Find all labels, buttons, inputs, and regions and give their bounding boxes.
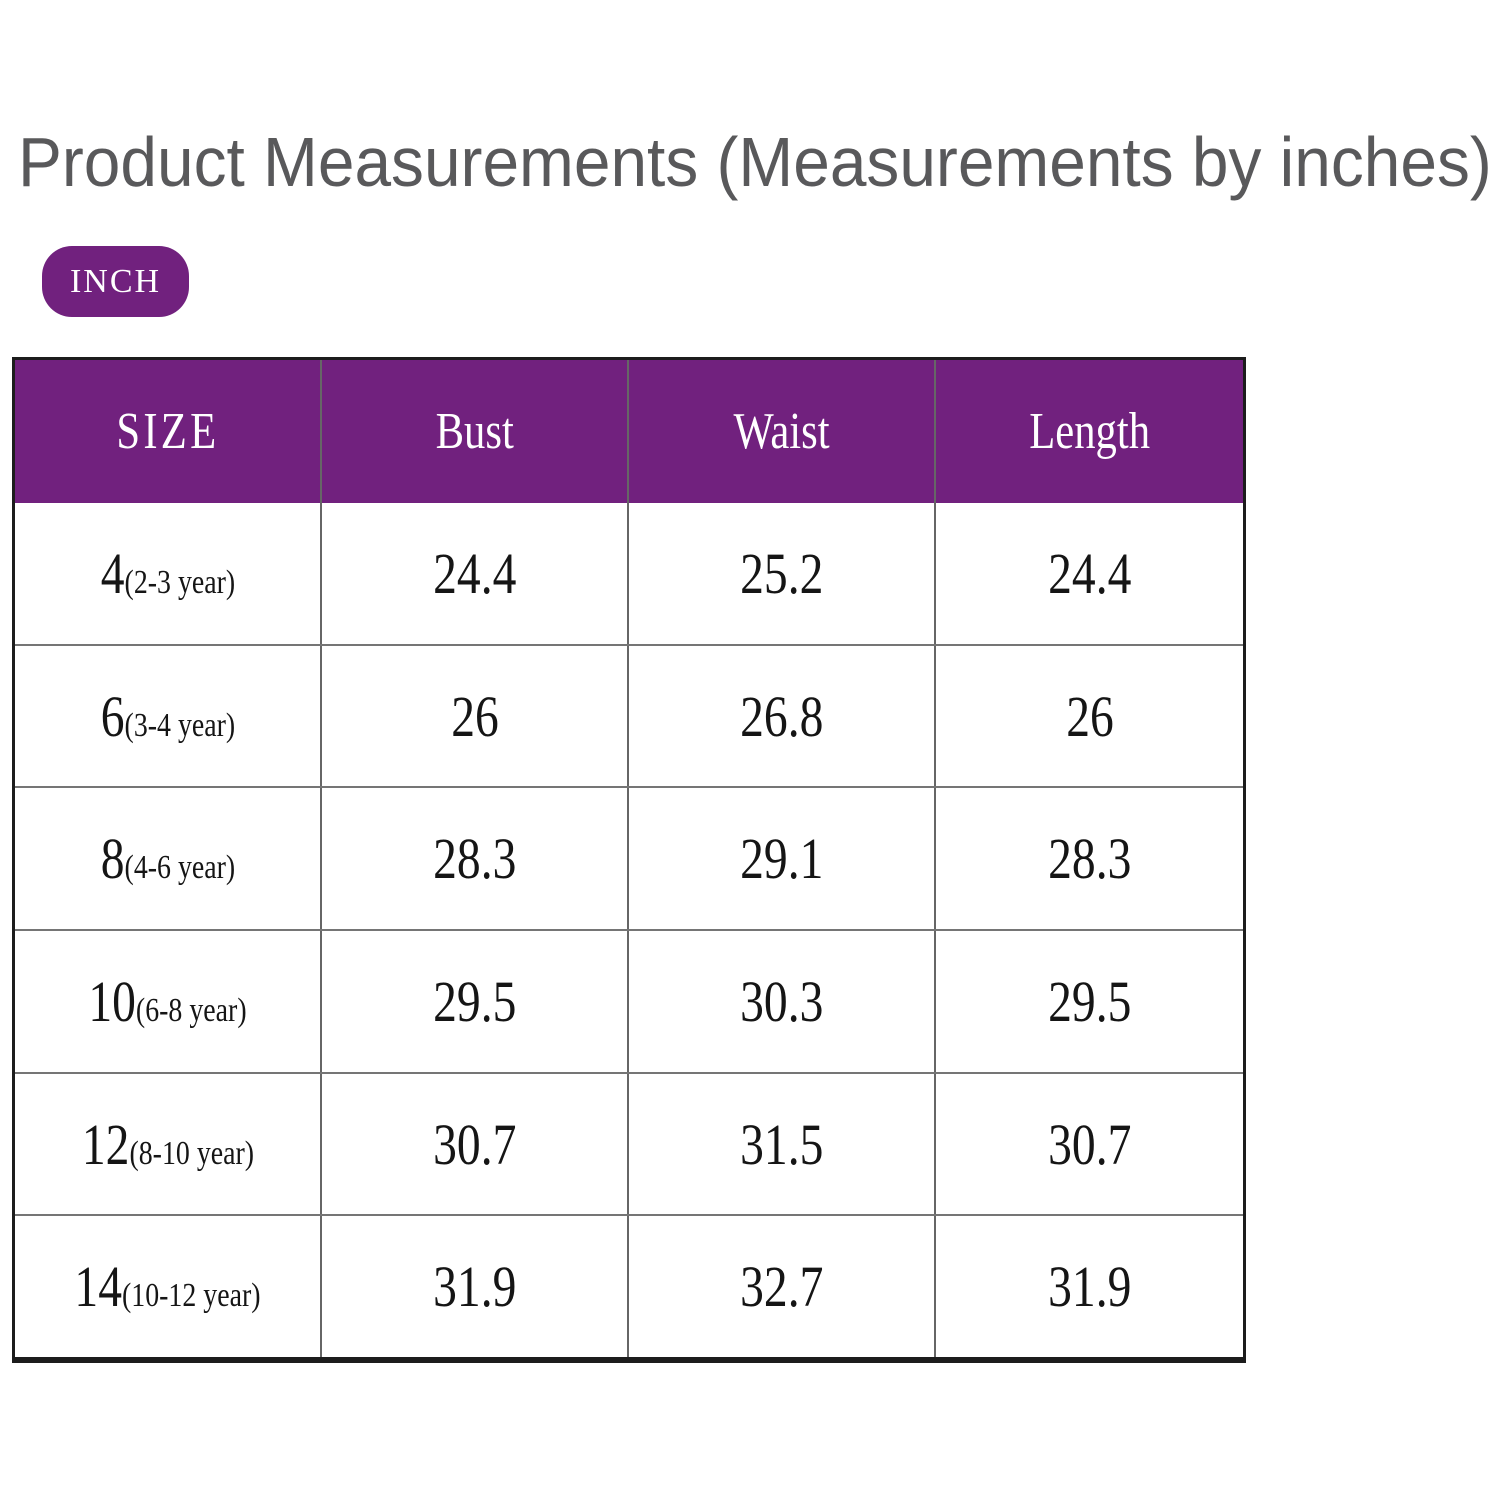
header-cell-bust: Bust [322,360,629,503]
page-title: Product Measurements (Measurements by in… [18,123,1492,201]
cell-waist: 31.5 [629,1073,936,1215]
measurements-table: SIZE Bust Waist Length 4(2-3 year) 24.4 … [12,357,1246,1363]
cell-size: 10(6-8 year) [15,931,322,1072]
cell-length: 26 [1065,683,1114,749]
cell-length: 31.9 [1047,1254,1132,1320]
table-row: 4(2-3 year) 24.4 25.2 24.4 [15,503,1243,644]
inch-badge: INCH [42,246,189,317]
cell-waist: 25.2 [629,503,936,644]
cell-bust: 26 [322,645,629,787]
inch-badge-label: INCH [69,262,162,300]
cell-bust: 28.3 [322,788,629,930]
cell-size: 6(3-4 year) [15,645,322,787]
cell-waist: 29.1 [629,788,936,930]
table-row: 12(8-10 year) 30.7 31.5 30.7 [15,1071,1243,1215]
cell-size: 4(2-3 year) [15,503,322,644]
table-header-row: SIZE Bust Waist Length [15,360,1243,503]
cell-length: 24.4 [1047,540,1132,606]
header-cell-waist: Waist [629,360,936,503]
table-row: 6(3-4 year) 26 26.8 26 [15,643,1243,787]
header-cell-size: SIZE [15,360,322,503]
cell-size: 12(8-10 year) [15,1073,322,1215]
cell-length: 28.3 [1047,826,1132,892]
cell-bust: 31.9 [322,1216,629,1358]
header-cell-length: Length [1029,403,1150,460]
table-row: 10(6-8 year) 29.5 30.3 29.5 [15,929,1243,1072]
table-row: 14(10-12 year) 31.9 32.7 31.9 [15,1214,1243,1358]
cell-waist: 32.7 [629,1216,936,1358]
cell-size: 8(4-6 year) [15,788,322,930]
cell-waist: 26.8 [629,645,936,787]
cell-bust: 24.4 [322,503,629,644]
table-row: 8(4-6 year) 28.3 29.1 28.3 [15,786,1243,930]
cell-size: 14(10-12 year) [15,1216,322,1358]
cell-length: 30.7 [1047,1111,1132,1177]
cell-waist: 30.3 [629,931,936,1072]
cell-bust: 30.7 [322,1073,629,1215]
cell-bust: 29.5 [322,931,629,1072]
cell-length: 29.5 [1047,968,1132,1034]
